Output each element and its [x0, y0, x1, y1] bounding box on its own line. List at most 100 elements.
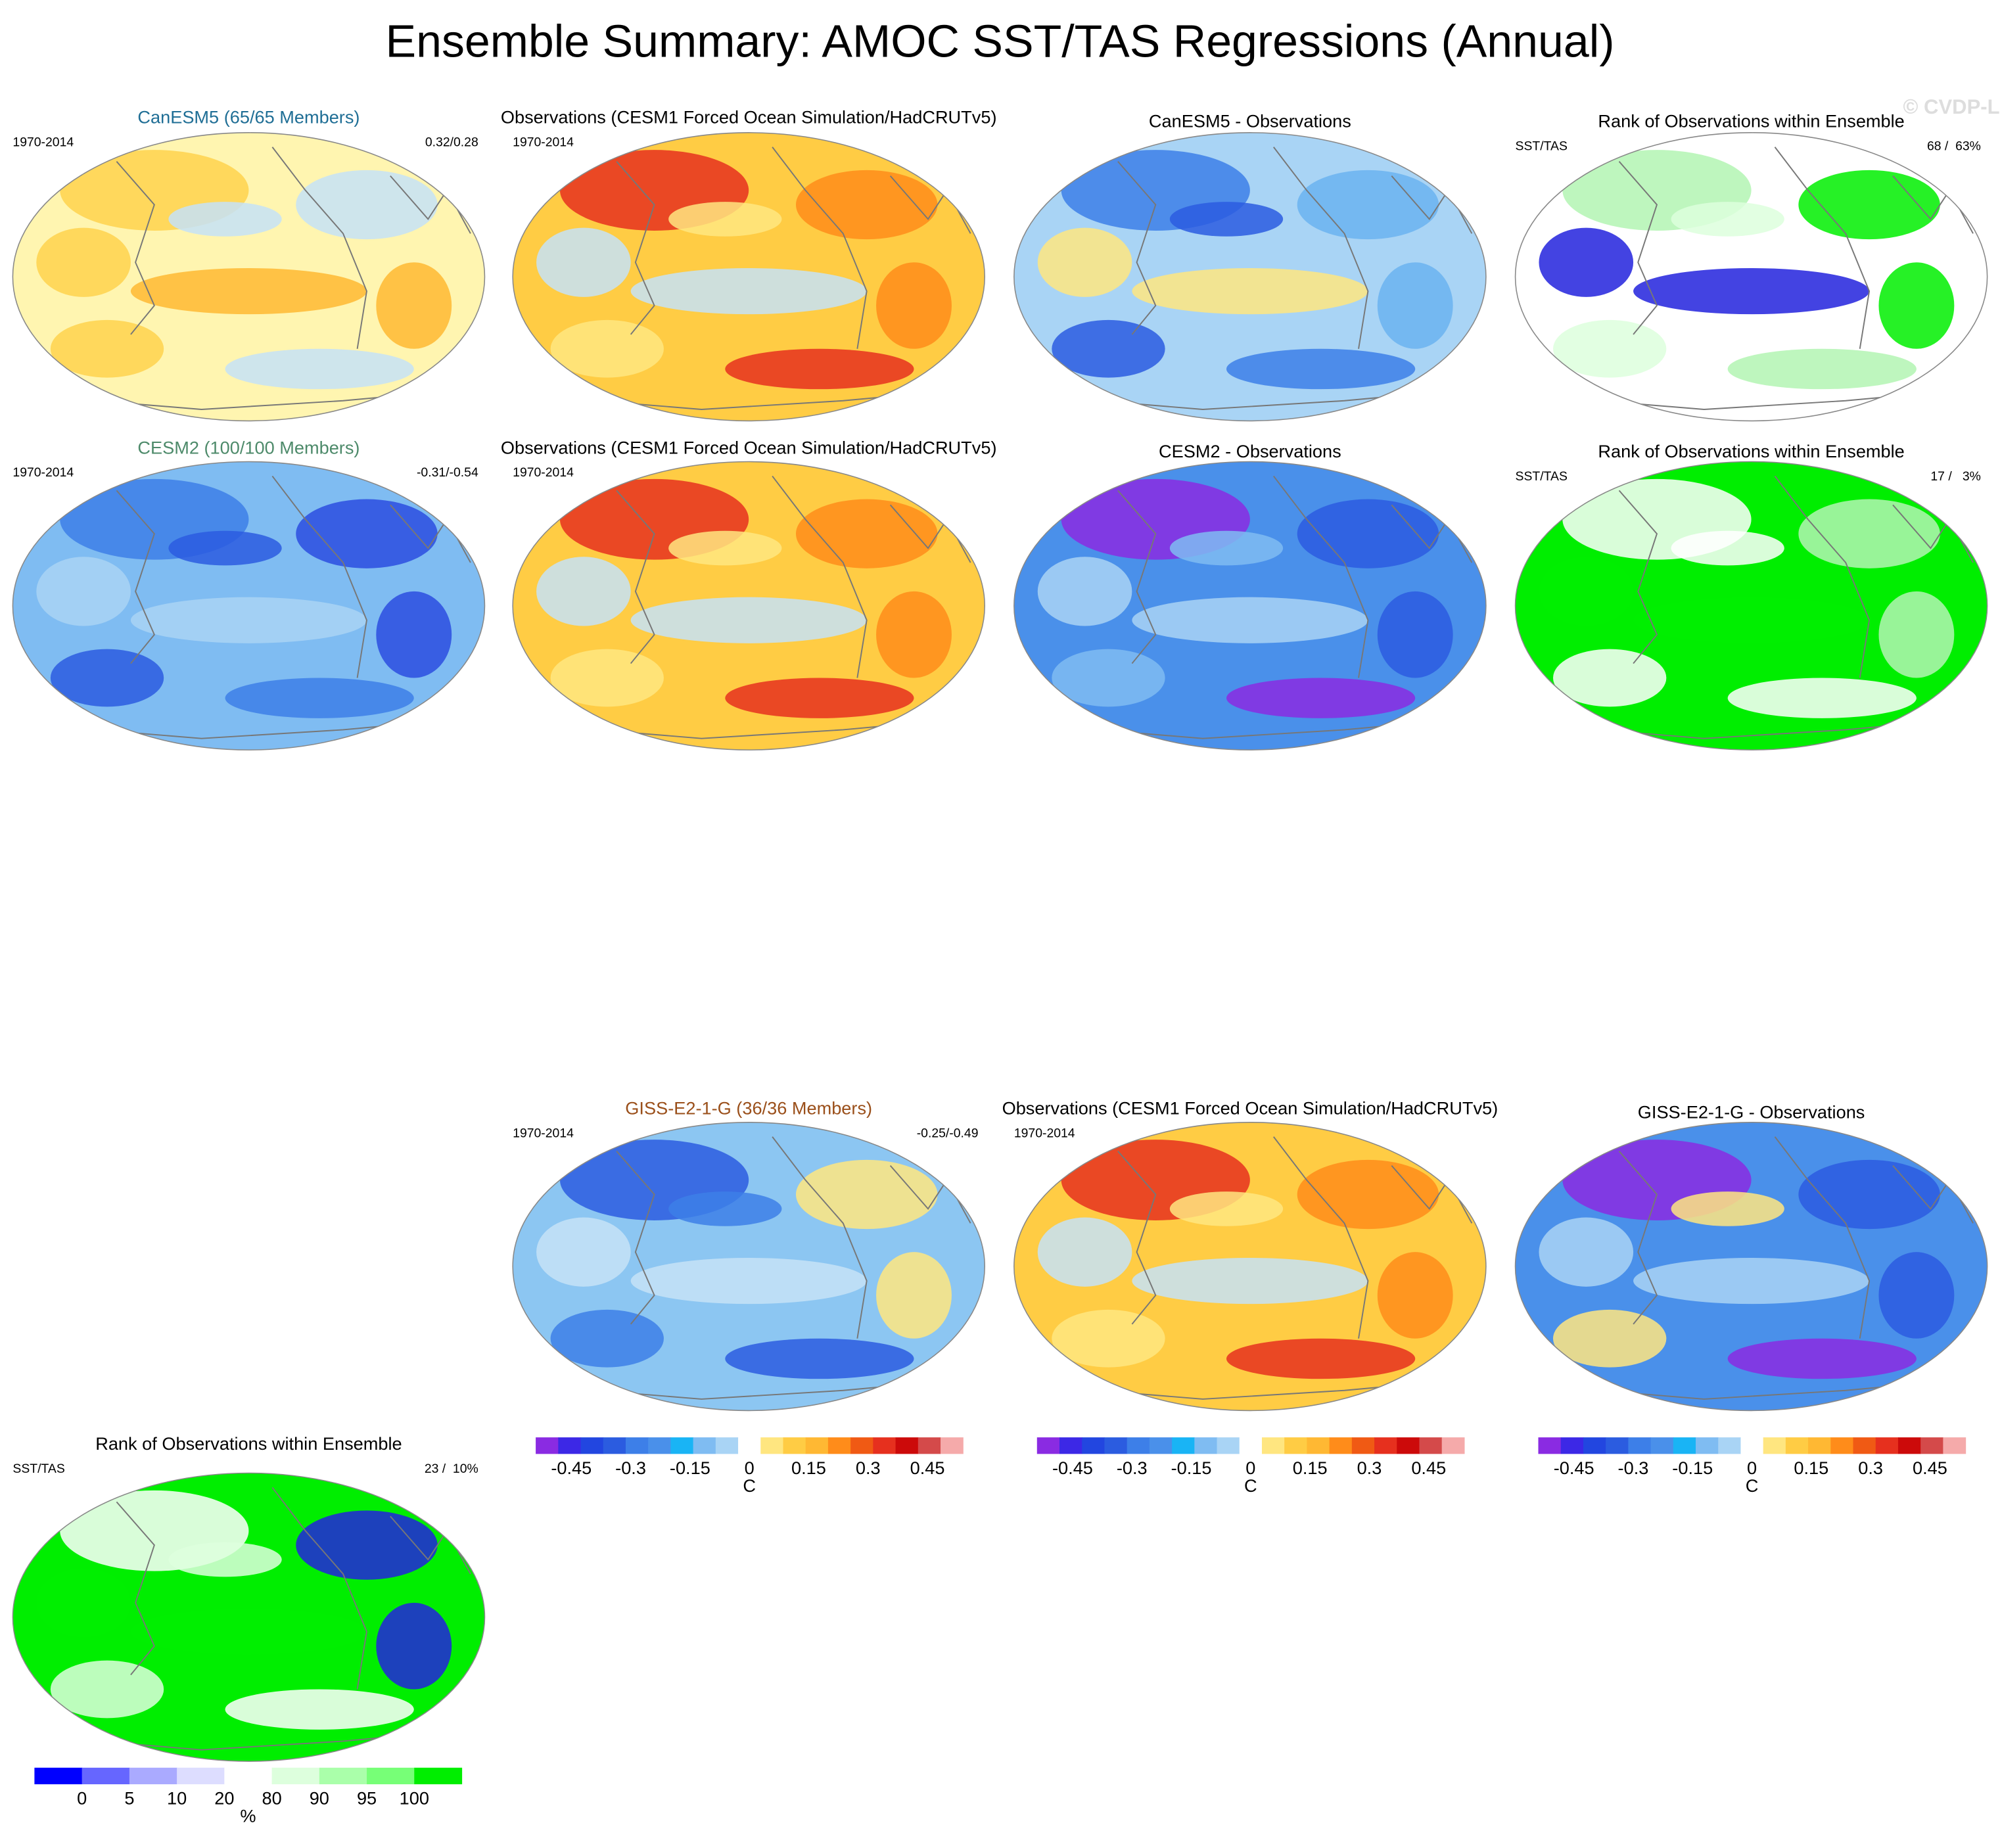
coastline: [271, 475, 367, 678]
colorbar-tick-label: -0.45: [551, 1458, 592, 1478]
panel-left-label: SST/TAS: [12, 1462, 64, 1476]
map: [1515, 132, 1988, 421]
panel-right-label: 0.32/0.28: [425, 135, 478, 149]
map-border: [1013, 461, 1487, 751]
colorbar-box: [1538, 1437, 1562, 1454]
panel-title: CESM2 - Observations: [1159, 441, 1341, 461]
colorbar-box: [1853, 1437, 1876, 1454]
coastline: [889, 504, 971, 563]
colorbar-box: [1082, 1437, 1105, 1454]
panel-title: Observations (CESM1 Forced Ocean Simulat…: [1002, 1098, 1499, 1119]
map-field: [376, 591, 452, 678]
colorbar-box: [1830, 1437, 1854, 1454]
map-field: [725, 1338, 914, 1379]
colorbar-box: [1261, 1437, 1285, 1454]
colorbar-tick-label: 0.15: [1293, 1458, 1328, 1478]
colorbar-tick-label: -0.15: [1171, 1458, 1212, 1478]
map-field: [1798, 170, 1940, 240]
colorbar-box: [1059, 1437, 1082, 1454]
colorbar-box: [319, 1767, 367, 1785]
map-field: [668, 1191, 782, 1226]
map-border: [1013, 1122, 1487, 1412]
colorbar-tick-label: -0.15: [670, 1458, 710, 1478]
colorbar-box: [558, 1437, 582, 1454]
colorbar-tick-label: -0.45: [1052, 1458, 1093, 1478]
panel-left-label: 1970-2014: [513, 465, 574, 480]
colorbar-box: [873, 1437, 896, 1454]
map-field: [50, 1660, 164, 1719]
map-field: [1226, 678, 1416, 718]
colorbar-box: [895, 1437, 919, 1454]
map-field: [725, 348, 914, 390]
panel-title: Observations (CESM1 Forced Ocean Simulat…: [501, 437, 997, 457]
map-field: [225, 678, 414, 718]
map-field: [1878, 1252, 1955, 1339]
coastline: [616, 1151, 655, 1325]
coastline: [1774, 1136, 1871, 1339]
coastline: [1391, 504, 1473, 563]
coastline: [390, 504, 471, 563]
coastline: [1273, 1136, 1369, 1339]
coastline: [1117, 1151, 1157, 1325]
panel-title: Observations (CESM1 Forced Ocean Simulat…: [501, 107, 997, 127]
colorbar-box: [1920, 1437, 1943, 1454]
coastline: [390, 1515, 471, 1575]
map: [513, 1122, 985, 1411]
map-field: [1671, 530, 1784, 566]
colorbar-box: [1808, 1437, 1831, 1454]
colorbar-box: [738, 1437, 761, 1454]
colorbar-tick-label: 0.15: [791, 1458, 826, 1478]
colorbar-box: [1650, 1437, 1674, 1454]
colorbar-unit: C: [1244, 1475, 1257, 1496]
map-border: [12, 1472, 486, 1762]
map-field: [1671, 202, 1784, 237]
colorbar-tick-label: 0.15: [1794, 1458, 1828, 1478]
panel-right-label: -0.25/-0.49: [917, 1126, 979, 1140]
map-field: [536, 227, 631, 297]
coastline: [1774, 147, 1871, 349]
colorbar-box: [603, 1437, 626, 1454]
map: [12, 132, 485, 421]
map: [513, 132, 985, 421]
map-field: [1132, 597, 1368, 643]
panel-title: Rank of Observations within Ensemble: [95, 1433, 402, 1454]
map: [12, 461, 485, 751]
map-field: [1297, 1159, 1439, 1230]
panel-title: CanESM5 (65/65 Members): [137, 107, 360, 127]
panel-title: CanESM5 - Observations: [1149, 110, 1351, 131]
colorbar-box: [1943, 1437, 1966, 1454]
map-field: [1727, 1338, 1917, 1379]
colorbar-tick-label: 90: [310, 1788, 329, 1808]
coastline: [116, 161, 155, 335]
figure-body: Ensemble Summary: AMOC SST/TAS Regressio…: [12, 15, 2000, 1826]
coastline: [772, 1136, 868, 1339]
colorbar-box: [536, 1437, 559, 1454]
coastline: [772, 147, 868, 349]
map-field: [1226, 1338, 1416, 1379]
map: [513, 461, 985, 751]
coastline: [772, 475, 868, 678]
coastline: [616, 490, 655, 664]
coastline: [390, 175, 471, 234]
colorbar-box: [1696, 1437, 1719, 1454]
map-field: [1132, 1257, 1368, 1305]
map-field: [1377, 262, 1453, 349]
map-field: [296, 1510, 438, 1580]
panel-left-label: 1970-2014: [12, 135, 74, 149]
map-field: [876, 262, 952, 349]
map-border: [1514, 132, 1988, 422]
colorbar-tick-label: -0.3: [1117, 1458, 1148, 1478]
coastline: [1273, 147, 1369, 349]
map-border: [1514, 461, 1988, 751]
map-field: [1552, 1309, 1667, 1368]
map-border: [512, 1122, 985, 1412]
colorbar-box: [693, 1437, 716, 1454]
panel-right-label: 23 / 10%: [425, 1462, 478, 1476]
map-field: [1552, 649, 1667, 707]
colorbar-tick-label: -0.3: [615, 1458, 646, 1478]
colorbar-box: [670, 1437, 694, 1454]
colorbar-box: [34, 1767, 83, 1785]
map-field: [376, 262, 452, 349]
coastline: [271, 1487, 367, 1690]
map-field: [876, 591, 952, 678]
